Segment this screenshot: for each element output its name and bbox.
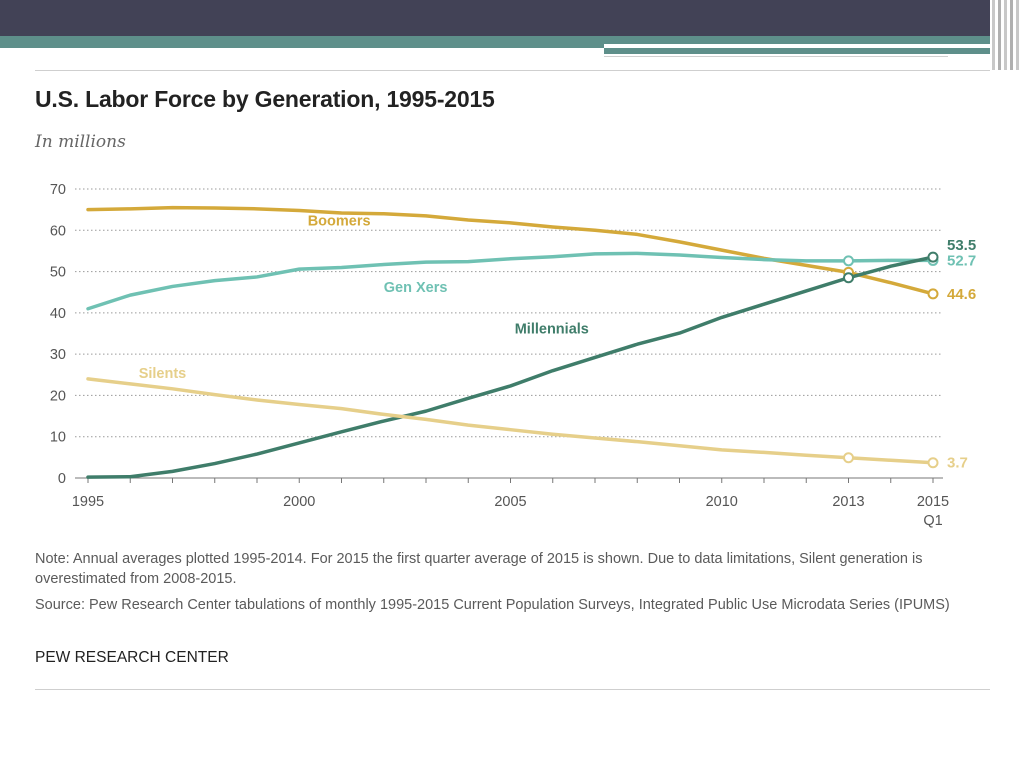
series-label-silents: Silents — [139, 366, 187, 382]
series-label-millennials: Millennials — [515, 322, 589, 338]
marker-silents-2015 — [927, 457, 939, 469]
marker-boomers-2015 — [927, 288, 939, 300]
chart-title: U.S. Labor Force by Generation, 1995-201… — [35, 86, 495, 112]
x-tick-sublabel-Q1: Q1 — [923, 513, 942, 529]
y-tick-label-30: 30 — [50, 347, 66, 363]
y-tick-label-50: 50 — [50, 265, 66, 281]
slide-header-band — [0, 0, 1024, 36]
end-value-label-boomers: 44.6 — [947, 286, 976, 303]
slide-accent-gap — [604, 44, 1024, 48]
chart-note: Note: Annual averages plotted 1995-2014.… — [35, 551, 923, 587]
series-line-millennials — [86, 255, 935, 479]
marker-millennials-2013 — [843, 272, 854, 284]
marker-silents-2013 — [843, 452, 854, 464]
x-tick-label-2013: 2013 — [832, 494, 864, 510]
y-tick-label-70: 70 — [50, 182, 66, 198]
y-tick-label-40: 40 — [50, 306, 66, 322]
line-chart: 0 10 20 30 40 50 60 70 1995 2000 2005 2010 2013 2015 Q… — [50, 182, 976, 529]
slide-accent-band-left — [0, 44, 604, 48]
y-tick-label-20: 20 — [50, 388, 66, 404]
chart-subtitle: In millions — [35, 132, 126, 152]
series-line-silents — [86, 377, 935, 465]
slide-accent-rule — [604, 56, 948, 57]
x-tick-label-2010: 2010 — [706, 494, 738, 510]
y-tick-label-10: 10 — [50, 430, 66, 446]
chart-bottom-rule — [35, 689, 990, 690]
marker-gen-xers-2013 — [843, 255, 854, 267]
end-value-label-gen-xers: 52.7 — [947, 252, 976, 269]
x-tick-label-2015: 2015 — [917, 494, 949, 510]
end-value-label-silents: 3.7 — [947, 455, 968, 472]
x-tick-label-2005: 2005 — [494, 494, 526, 510]
slide-accent-band — [0, 36, 1024, 44]
chart-top-rule — [35, 70, 990, 71]
y-tick-label-60: 60 — [50, 223, 66, 239]
x-tick-label-1995: 1995 — [72, 494, 104, 510]
series-label-gen-xers: Gen Xers — [384, 280, 448, 296]
series-label-boomers: Boomers — [308, 213, 371, 229]
marker-millennials-2015 — [927, 251, 939, 263]
brand-label: PEW RESEARCH CENTER — [35, 649, 229, 666]
series-line-gen-xers — [86, 251, 935, 311]
series-line-boomers — [86, 205, 935, 296]
x-tick-label-2000: 2000 — [283, 494, 315, 510]
y-tick-label-0: 0 — [58, 471, 66, 487]
slide-accent-band-right — [604, 48, 1024, 54]
end-value-label-millennials: 53.5 — [947, 237, 976, 254]
chart-source: Source: Pew Research Center tabulations … — [35, 597, 950, 613]
slide-corner-decoration — [990, 0, 1024, 70]
